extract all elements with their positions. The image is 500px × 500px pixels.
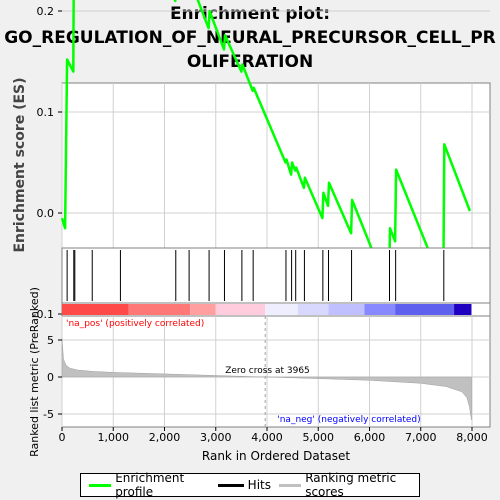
rank-color-bar: [61, 302, 491, 317]
zero-cross-label: Zero cross at 3965: [225, 366, 310, 376]
x-tick-label: 2,000: [149, 431, 181, 444]
rank-bar-segment: [454, 304, 472, 315]
legend-swatch-enrichment: [89, 483, 112, 487]
rank-bar-segment: [297, 304, 329, 315]
metric-ytick-label: 5: [47, 334, 54, 347]
es-series-line: [60, 0, 472, 294]
title-line-3: OLIFERATION: [186, 52, 314, 72]
metric-ytick-label: 0: [47, 371, 54, 384]
legend-label-ranking: Ranking metric scores: [305, 471, 397, 499]
rank-bar-segment: [215, 304, 266, 315]
es-ytick-label: 0.1: [37, 106, 55, 119]
x-tick-label: 7,000: [405, 431, 437, 444]
x-axis-label: Rank in Ordered Dataset: [202, 449, 350, 463]
x-tick-label: 1,000: [98, 431, 130, 444]
negative-label: 'na_neg' (negatively correlated): [277, 415, 420, 425]
x-tick-label: 3,000: [200, 431, 232, 444]
x-tick-label: 8,000: [456, 431, 488, 444]
metric-panel: Zero cross at 3965 'na_pos' (positively …: [43, 315, 491, 428]
rank-bar-segment: [62, 304, 129, 315]
es-ytick-label: -0.1: [33, 308, 54, 321]
legend-swatch-ranking: [279, 483, 302, 487]
legend: Enrichment profile Hits Ranking metric s…: [80, 471, 420, 499]
x-tick-label: 4,000: [251, 431, 283, 444]
rank-bar-segment: [190, 304, 216, 315]
legend-label-hits: Hits: [247, 478, 271, 492]
rank-bar-segment: [265, 304, 298, 315]
es-y-axis-label: Enrichment score (ES): [12, 77, 28, 252]
legend-swatch-hits: [217, 483, 244, 487]
x-axis: 0 1,000 2,000 3,000 4,000 5,000 6,000 7,000 8,00…: [59, 427, 488, 444]
hits-plot-area: [61, 247, 491, 304]
hits-panel: [61, 247, 491, 304]
es-plot-area: [61, 82, 491, 249]
x-tick-label: 0: [59, 431, 66, 444]
x-tick-label: 6,000: [354, 431, 386, 444]
legend-item-enrichment: Enrichment profile: [89, 471, 210, 499]
positive-label: 'na_pos' (positively correlated): [66, 319, 204, 329]
rank-bar-segment: [395, 304, 455, 315]
es-ytick-label: 0.2: [37, 5, 55, 18]
legend-item-ranking: Ranking metric scores: [279, 471, 419, 499]
rank-bar-segment: [328, 304, 365, 315]
rank-bar-segment: [364, 304, 396, 315]
title-line-2: GO_REGULATION_OF_NEURAL_PRECURSOR_CELL_P…: [4, 28, 496, 48]
es-ytick-label: 0.0: [37, 207, 55, 220]
rank-bar-segment: [128, 304, 191, 315]
legend-label-enrichment: Enrichment profile: [115, 471, 185, 499]
legend-item-hits: Hits: [217, 478, 271, 492]
metric-ytick-label: -5: [43, 408, 54, 421]
metric-plot-area: [61, 315, 491, 428]
x-tick-label: 5,000: [303, 431, 335, 444]
metric-y-axis-label: Ranked list metric (PreRanked): [28, 287, 41, 457]
